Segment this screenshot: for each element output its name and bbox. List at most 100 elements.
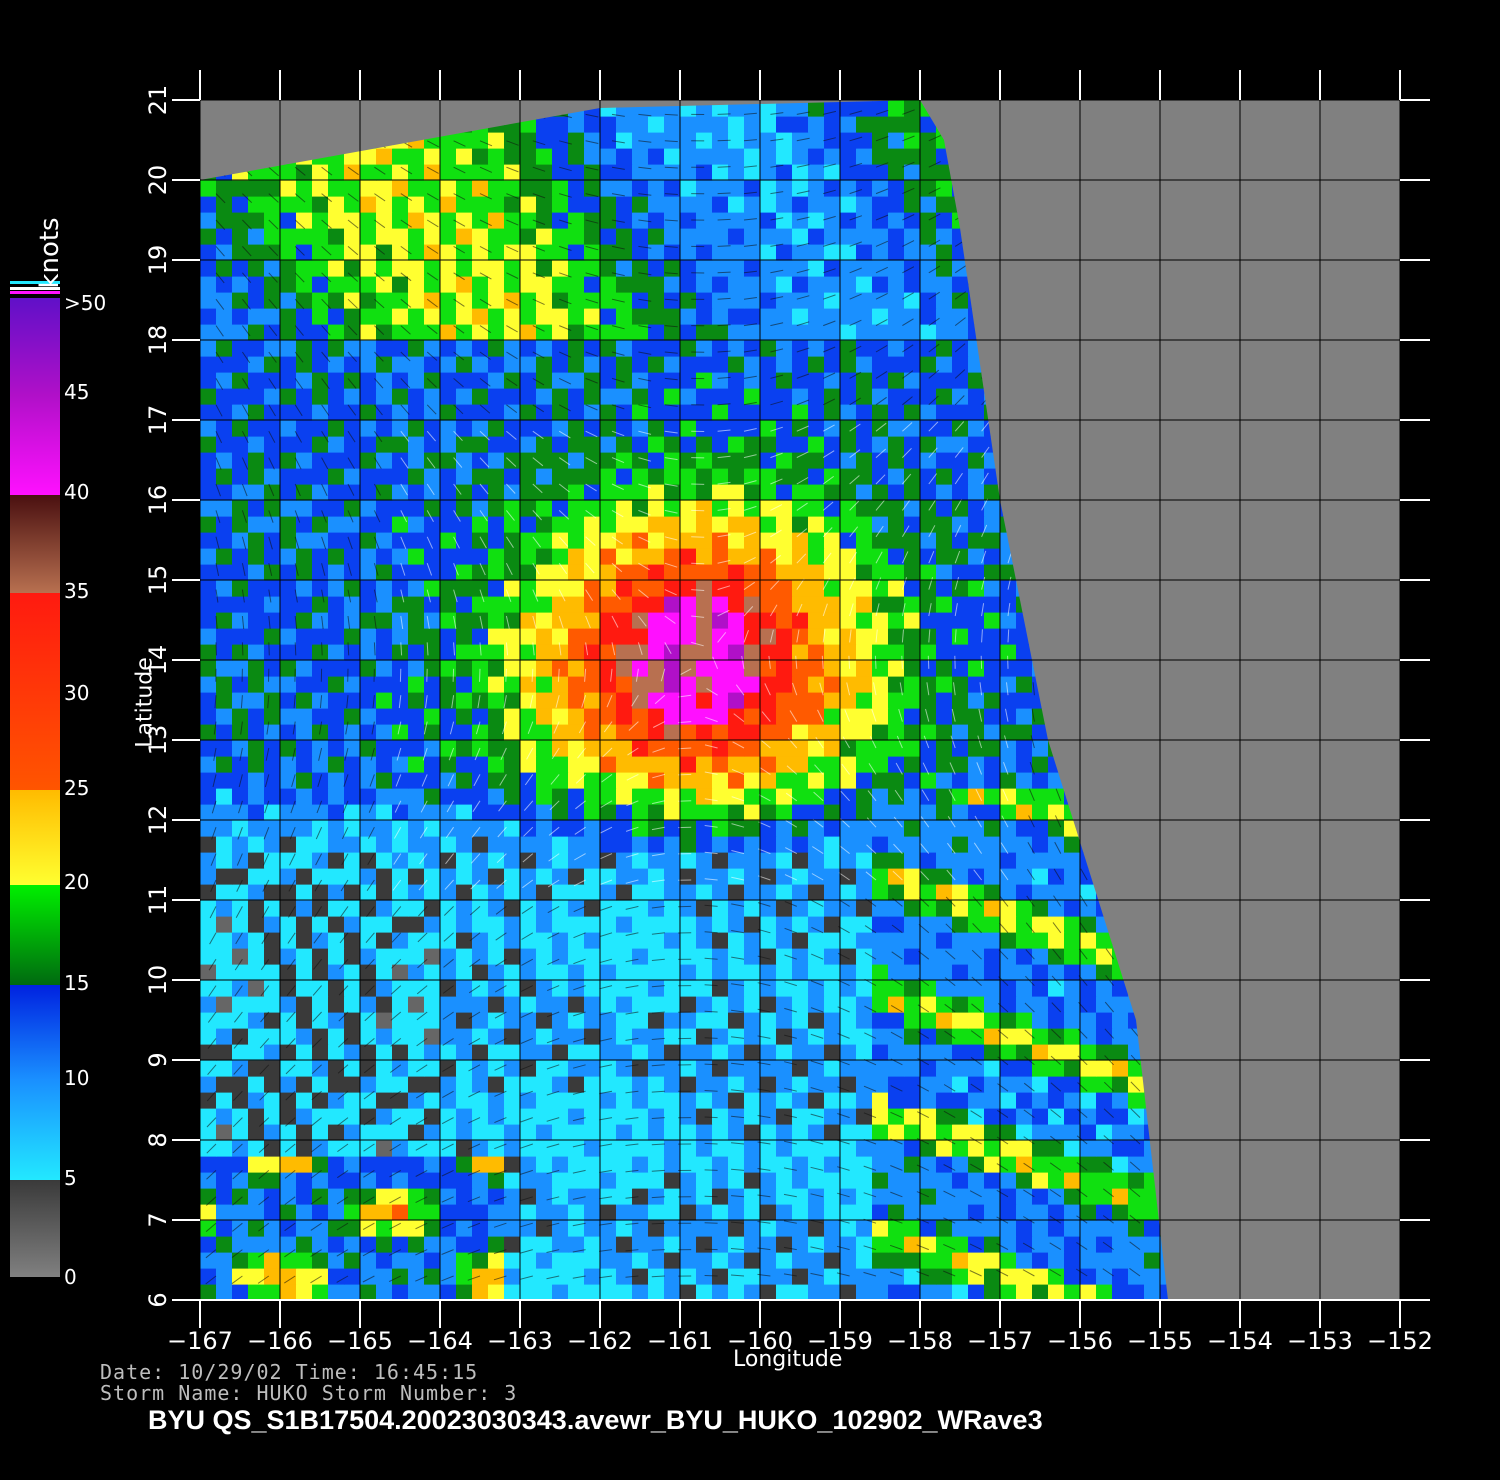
wind-cell bbox=[536, 596, 553, 613]
wind-cell bbox=[920, 516, 937, 533]
wind-cell bbox=[728, 1092, 745, 1109]
wind-cell bbox=[840, 1076, 857, 1093]
wind-cell bbox=[760, 660, 777, 677]
wind-cell bbox=[552, 468, 569, 485]
wind-cell bbox=[952, 276, 969, 293]
wind-barb bbox=[442, 1090, 454, 1099]
wind-cell bbox=[808, 356, 825, 373]
wind-cell bbox=[216, 260, 233, 277]
wind-cell bbox=[616, 852, 633, 869]
wind-cell bbox=[584, 292, 601, 309]
wind-cell bbox=[696, 1188, 713, 1205]
wind-cell bbox=[1000, 1076, 1017, 1093]
wind-cell bbox=[856, 916, 873, 933]
wind-cell bbox=[936, 1092, 953, 1109]
wind-cell bbox=[456, 932, 473, 949]
wind-cell bbox=[904, 948, 921, 965]
wind-cell bbox=[392, 276, 409, 293]
wind-cell bbox=[472, 420, 489, 437]
wind-cell bbox=[840, 324, 857, 341]
wind-cell bbox=[728, 932, 745, 949]
wind-cell bbox=[664, 756, 681, 773]
wind-cell bbox=[408, 292, 425, 309]
wind-cell bbox=[280, 740, 297, 757]
wind-cell bbox=[648, 484, 665, 501]
wind-cell bbox=[440, 404, 457, 421]
wind-cell bbox=[600, 116, 617, 133]
wind-cell bbox=[648, 1092, 665, 1109]
wind-cell bbox=[360, 1236, 377, 1253]
wind-cell bbox=[552, 196, 569, 213]
wind-cell bbox=[776, 1140, 793, 1157]
wind-cell bbox=[616, 1172, 633, 1189]
wind-cell bbox=[616, 100, 633, 101]
wind-barb bbox=[284, 1170, 296, 1179]
wind-cell bbox=[504, 292, 521, 309]
wind-cell bbox=[504, 884, 521, 901]
wind-cell bbox=[600, 388, 617, 405]
wind-barb bbox=[206, 1117, 217, 1128]
wind-cell bbox=[728, 820, 745, 837]
wind-cell bbox=[712, 1108, 729, 1125]
wind-cell bbox=[680, 308, 697, 325]
wind-cell bbox=[232, 756, 249, 773]
wind-cell bbox=[1096, 1156, 1113, 1173]
wind-cell bbox=[488, 788, 505, 805]
wind-cell bbox=[424, 1028, 441, 1045]
wind-cell bbox=[408, 372, 425, 389]
wind-cell bbox=[264, 868, 281, 885]
wind-cell bbox=[776, 820, 793, 837]
wind-cell bbox=[840, 964, 857, 981]
wind-cell bbox=[776, 324, 793, 341]
wind-cell bbox=[776, 1236, 793, 1253]
wind-cell bbox=[904, 340, 921, 357]
wind-cell bbox=[824, 708, 841, 725]
wind-cell bbox=[984, 836, 1001, 853]
wind-cell bbox=[584, 564, 601, 581]
wind-cell bbox=[280, 372, 297, 389]
wind-cell bbox=[520, 1268, 537, 1285]
wind-cell bbox=[760, 772, 777, 789]
wind-cell bbox=[792, 644, 809, 661]
wind-cell bbox=[1096, 1060, 1113, 1077]
wind-cell bbox=[632, 1076, 649, 1093]
wind-cell bbox=[456, 324, 473, 341]
wind-cell bbox=[1064, 996, 1081, 1013]
wind-cell bbox=[1016, 1060, 1033, 1077]
wind-cell bbox=[472, 916, 489, 933]
wind-cell bbox=[680, 1236, 697, 1253]
wind-cell bbox=[408, 516, 425, 533]
wind-cell bbox=[328, 564, 345, 581]
wind-cell bbox=[376, 100, 393, 101]
wind-cell bbox=[744, 1044, 761, 1061]
wind-cell bbox=[312, 372, 329, 389]
wind-cell bbox=[648, 1284, 665, 1300]
wind-cell bbox=[696, 532, 713, 549]
wind-cell bbox=[744, 292, 761, 309]
wind-cell bbox=[488, 1044, 505, 1061]
wind-cell bbox=[200, 644, 217, 661]
wind-cell bbox=[360, 468, 377, 485]
wind-cell bbox=[328, 820, 345, 837]
wind-cell bbox=[296, 1252, 313, 1269]
wind-cell bbox=[776, 356, 793, 373]
wind-cell bbox=[824, 436, 841, 453]
wind-cell bbox=[552, 788, 569, 805]
wind-cell bbox=[808, 228, 825, 245]
wind-cell bbox=[792, 900, 809, 917]
wind-cell bbox=[792, 980, 809, 997]
wind-cell bbox=[616, 372, 633, 389]
wind-cell bbox=[808, 388, 825, 405]
wind-cell bbox=[456, 372, 473, 389]
wind-cell bbox=[1032, 1220, 1049, 1237]
wind-cell bbox=[744, 260, 761, 277]
wind-cell bbox=[712, 1268, 729, 1285]
wind-cell bbox=[1048, 852, 1065, 869]
wind-cell bbox=[552, 884, 569, 901]
wind-cell bbox=[632, 820, 649, 837]
wind-cell bbox=[632, 916, 649, 933]
wind-cell bbox=[712, 1156, 729, 1173]
wind-cell bbox=[488, 756, 505, 773]
wind-cell bbox=[264, 1140, 281, 1157]
wind-cell bbox=[1000, 724, 1017, 741]
